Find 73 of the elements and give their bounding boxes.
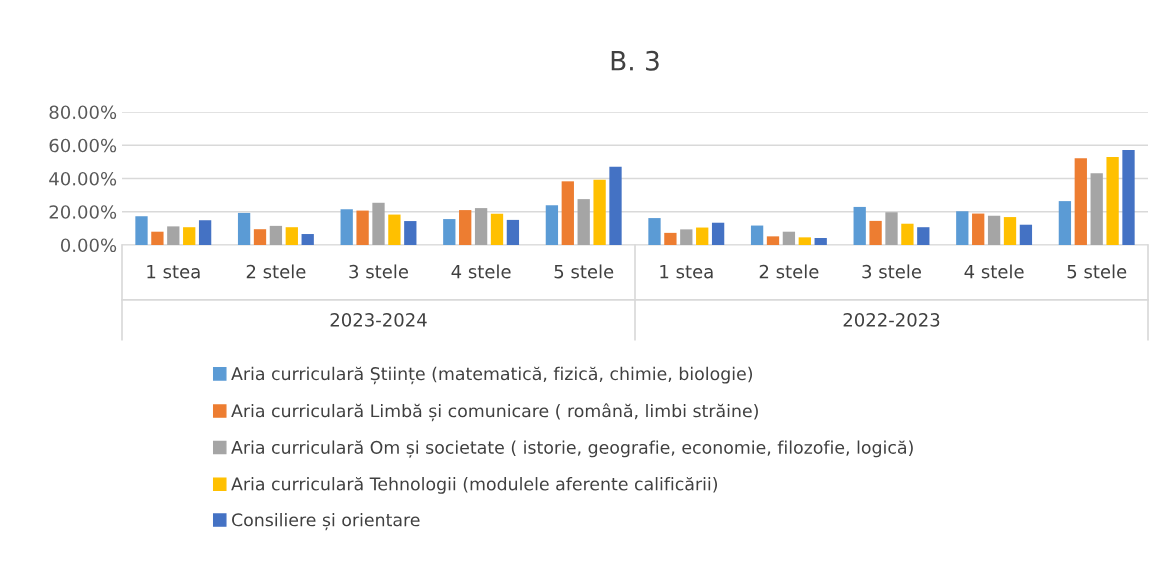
bar <box>711 222 725 245</box>
x-tick-label: 4 stele <box>964 264 1024 279</box>
legend-label: Consiliere și orientare <box>232 512 420 531</box>
bar <box>1106 156 1119 245</box>
x-tick-label: 4 stele <box>451 264 511 279</box>
bar <box>490 213 504 245</box>
bar <box>545 205 559 245</box>
bar <box>972 213 985 245</box>
x-tick-label: 1 stea <box>147 265 200 279</box>
x-tick-label: 1 stea <box>660 265 713 279</box>
bar <box>609 166 622 245</box>
bar <box>956 211 969 245</box>
bar <box>167 226 180 245</box>
bar <box>798 237 811 245</box>
legend-label: Aria curriculară Om și societate ( istorie, geografie, economie, filozofie, logică) <box>231 440 913 458</box>
bar <box>814 238 827 245</box>
bar <box>183 227 196 245</box>
bar <box>869 220 882 245</box>
bar <box>577 199 590 245</box>
bar <box>285 227 298 245</box>
text: 2023-2024 <box>330 313 427 327</box>
bar <box>766 236 780 245</box>
y-tick-label: 80.00% <box>49 105 117 120</box>
bar <box>404 221 417 245</box>
bar <box>253 229 267 245</box>
bar <box>474 208 488 245</box>
bar <box>340 209 353 245</box>
bar <box>853 206 866 245</box>
bar <box>1122 149 1135 245</box>
bar <box>237 212 251 245</box>
bar <box>1074 158 1087 245</box>
bar <box>696 227 709 245</box>
bar <box>917 227 930 245</box>
legend-label: Aria curriculară Tehnologii (modulele aferente calificării) <box>231 476 718 494</box>
bar <box>561 181 574 245</box>
bar <box>680 229 693 245</box>
x-tick-label: 5 stele <box>1067 264 1127 279</box>
bar <box>301 234 314 245</box>
x-tick-label: 3 stele <box>349 264 409 279</box>
bar <box>506 219 520 245</box>
bar <box>885 212 898 245</box>
bar <box>443 219 456 245</box>
bar <box>135 216 148 245</box>
bar <box>987 215 1001 245</box>
chart-title: B. 3 <box>611 50 659 71</box>
bar <box>901 223 914 245</box>
bar <box>269 225 283 245</box>
bar <box>664 232 677 245</box>
x-tick-label: 3 stele <box>862 264 922 279</box>
bar <box>1058 201 1072 245</box>
y-tick-label: 60.00% <box>49 138 117 153</box>
bar <box>356 210 369 245</box>
legend-label: Aria curriculară Limbă și comunicare ( română, limbi străine) <box>231 403 758 422</box>
x-tick-label: 2 stele <box>246 264 306 279</box>
bar <box>388 214 401 245</box>
bar <box>782 231 796 245</box>
bar <box>151 231 164 245</box>
bar <box>648 218 661 245</box>
bar <box>750 225 764 245</box>
text: 2022-2023 <box>843 313 940 327</box>
bar <box>1019 224 1033 245</box>
bar <box>593 179 606 245</box>
x-tick-label: 2 stele <box>759 264 819 279</box>
legend-label: Aria curriculară Științe (matematică, fizică, chimie, biologie) <box>231 366 753 385</box>
bar <box>198 220 212 245</box>
bar <box>459 210 472 245</box>
bar <box>1003 217 1017 245</box>
x-tick-label: 5 stele <box>554 264 614 279</box>
y-tick-label: 0.00% <box>60 238 117 253</box>
y-tick-label: 40.00% <box>49 171 117 186</box>
y-tick-label: 20.00% <box>49 205 117 219</box>
bar <box>1090 173 1103 245</box>
bar <box>372 202 385 245</box>
